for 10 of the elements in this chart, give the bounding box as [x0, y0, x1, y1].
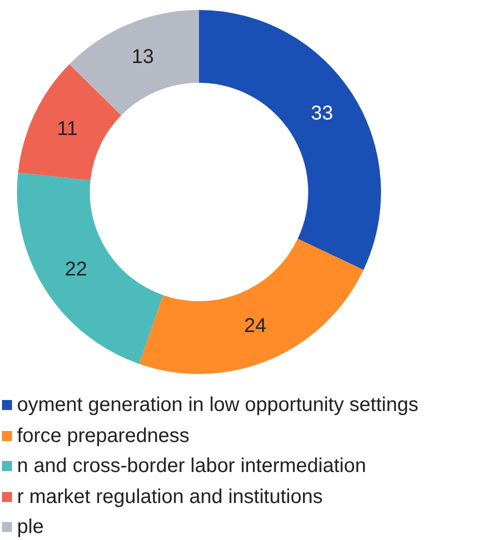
legend-label: force preparedness — [17, 424, 190, 448]
legend-label: ple — [17, 515, 44, 540]
data-label: 33 — [310, 102, 334, 125]
data-label: 11 — [57, 118, 78, 140]
data-label: 13 — [132, 46, 154, 68]
data-label: 24 — [244, 314, 266, 337]
legend-label: n and cross-border labor intermediation — [17, 454, 366, 479]
legend-label: r market regulation and institutions — [17, 484, 323, 510]
data-label: 22 — [64, 258, 88, 280]
legend-label: oyment generation in low opportunity settings — [17, 393, 418, 418]
